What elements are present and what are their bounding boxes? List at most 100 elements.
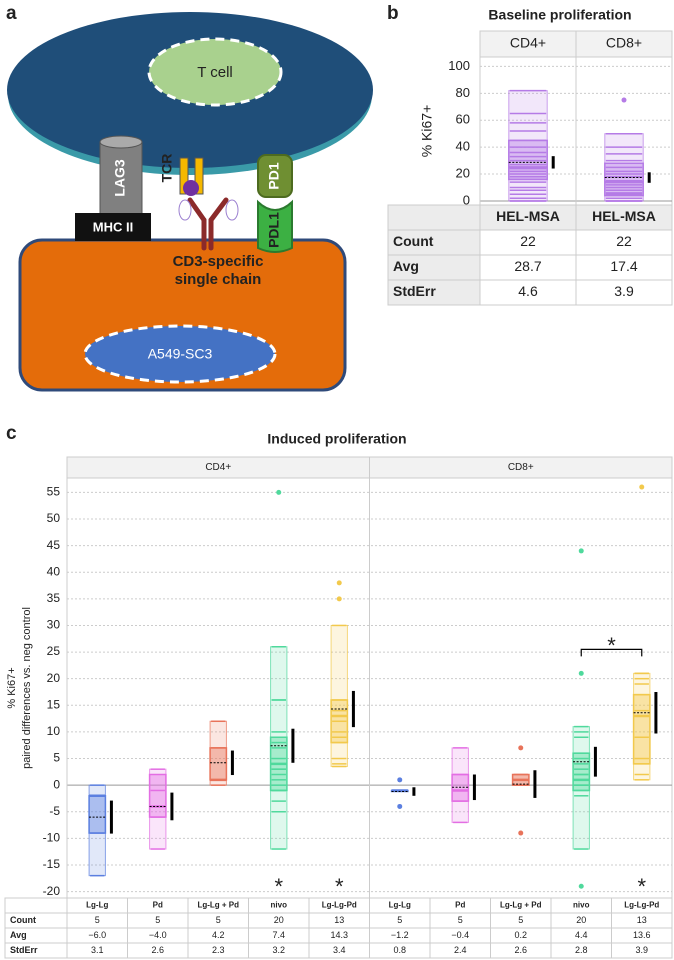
category-label: Lg-Lg (389, 901, 411, 910)
whisker-range (330, 624, 348, 768)
table-value: 3.2 (272, 945, 285, 955)
y-tick-label: 80 (456, 85, 470, 100)
table-value: 2.8 (575, 945, 588, 955)
chart-title: Baseline proliferation (488, 7, 631, 23)
y-axis-label: % Ki67+ (6, 667, 18, 708)
category-label: HEL-MSA (496, 208, 560, 224)
lag3-shape (99, 141, 143, 215)
antibody-domain (225, 199, 239, 221)
bracket (580, 648, 643, 657)
bracket-label: * (607, 633, 616, 658)
category-label: Lg-Lg + Pd (197, 901, 239, 910)
table-value: 20 (274, 915, 284, 925)
category-label: Pd (153, 901, 163, 910)
box (451, 773, 470, 802)
table-value: 2.6 (514, 945, 527, 955)
table-value: −6.0 (88, 930, 106, 940)
mhc-label: MHC II (93, 219, 133, 234)
table-cell (387, 279, 481, 306)
outlier (578, 883, 584, 889)
box (632, 693, 651, 765)
diagram: T cell A549-SC3 LAG3 MHC II TCR CD3-spec… (7, 12, 373, 392)
panel-label: c (6, 423, 17, 444)
y-tick-label: 5 (53, 751, 60, 765)
y-tick-label: 45 (47, 538, 61, 552)
outlier (397, 777, 403, 783)
tcr-label: TCR (159, 154, 175, 183)
y-tick-label: 40 (456, 139, 470, 154)
outlier (336, 580, 342, 586)
table-value: 28.7 (514, 258, 541, 274)
y-tick-label: 100 (448, 58, 470, 73)
outlier (639, 484, 645, 490)
table-value: 3.9 (614, 283, 634, 299)
table-cell (479, 204, 577, 231)
y-tick-label: 60 (456, 112, 470, 127)
y-axis-label: % Ki67+ (419, 105, 435, 158)
table-row-label: Count (393, 233, 434, 249)
facet-label: CD8+ (606, 35, 642, 51)
outlier (397, 803, 403, 809)
y-tick-label: 50 (47, 511, 61, 525)
category-label: Lg-Lg-Pd (624, 901, 659, 910)
table-cell (479, 279, 577, 306)
box (209, 747, 228, 781)
table-value: 2.6 (151, 945, 164, 955)
pdl1-label: PDL1 (266, 212, 282, 248)
lag3-top (99, 135, 143, 149)
facet-header (479, 30, 577, 58)
table-cell (575, 279, 673, 306)
table-row-label: StdErr (393, 283, 436, 299)
y-tick-label: -10 (43, 831, 61, 845)
panel-label: a (6, 3, 17, 24)
category-label: nivo (573, 901, 590, 910)
y-tick-label: 0 (463, 192, 470, 207)
outlier (518, 745, 524, 751)
y-tick-label: 35 (47, 591, 61, 605)
y-tick-label: 15 (47, 697, 61, 711)
table-value: 13 (334, 915, 344, 925)
pd1-shape (257, 154, 293, 198)
table-value: 13.6 (633, 930, 651, 940)
table-cell (611, 942, 673, 959)
category-label: Pd (455, 901, 465, 910)
y-tick-label: -15 (43, 857, 61, 871)
table-value: 5 (95, 915, 100, 925)
category-label: Lg-Lg-Pd (322, 901, 357, 910)
t-cell-nucleus (147, 37, 283, 107)
facet-label: CD8+ (508, 462, 534, 473)
table-value: 5 (216, 915, 221, 925)
y-tick-label: 20 (456, 165, 470, 180)
y-tick-label: 30 (47, 618, 61, 632)
table-value: 3.9 (635, 945, 648, 955)
table-value: 4.6 (518, 283, 538, 299)
table-value: 5 (155, 915, 160, 925)
table-row-label: Avg (393, 258, 419, 274)
outlier (578, 548, 584, 554)
table-row-label: StdErr (10, 945, 38, 955)
t-cell-label: T cell (197, 64, 233, 81)
significance: * (335, 874, 344, 899)
table-value: 3.1 (91, 945, 104, 955)
outlier (621, 97, 627, 103)
table-value: −4.0 (149, 930, 167, 940)
chart-title: Induced proliferation (267, 431, 406, 447)
table-value: 20 (576, 915, 586, 925)
target-cell-label: A549-SC3 (148, 346, 213, 362)
table-value: 22 (520, 233, 536, 249)
lag3-label: LAG3 (112, 159, 128, 197)
y-axis-label: paired differences vs. neg control (21, 607, 33, 769)
y-tick-label: 25 (47, 644, 61, 658)
category-label: Lg-Lg (86, 901, 108, 910)
y-tick-label: 40 (47, 564, 61, 578)
tcr-chain (179, 157, 189, 195)
category-label: HEL-MSA (592, 208, 656, 224)
table-cell (387, 254, 481, 281)
table-value: 22 (616, 233, 632, 249)
antibody-label: single chain (175, 271, 262, 288)
table-value: 14.3 (330, 930, 348, 940)
table-value: 0.2 (514, 930, 527, 940)
pdl1-shape (257, 199, 293, 253)
